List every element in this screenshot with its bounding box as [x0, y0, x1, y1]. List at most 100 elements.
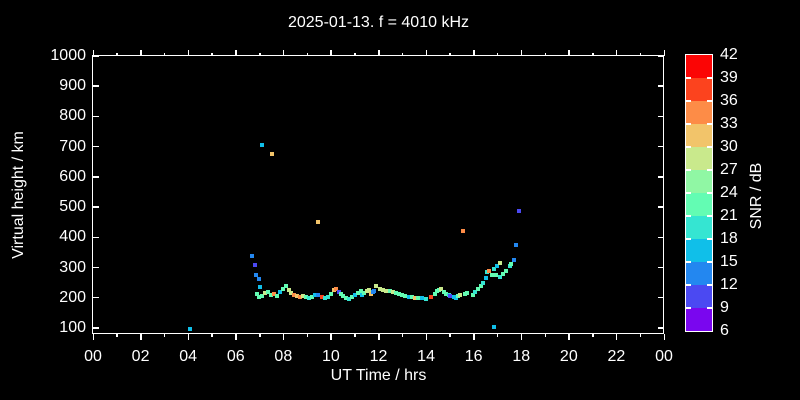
data-point: [297, 294, 302, 299]
data-point: [274, 293, 279, 298]
colorbar-tick-label: 27: [720, 161, 738, 178]
data-point: [441, 289, 446, 294]
data-point: [307, 296, 312, 301]
y-axis-tick: [658, 296, 664, 299]
data-point: [517, 209, 522, 213]
colorbar-segment: [686, 170, 712, 193]
colorbar-tick-label: 30: [720, 138, 738, 155]
x-tick-label: 08: [274, 348, 293, 365]
data-point: [460, 228, 465, 233]
colorbar-tick: [686, 123, 691, 125]
chart-title: 2025-01-13. f = 4010 kHz: [287, 14, 469, 31]
x-axis-tick: [259, 334, 261, 337]
x-tick-label: 18: [512, 348, 531, 365]
y-tick-label: 700: [59, 137, 86, 155]
x-axis-tick: [282, 334, 285, 340]
colorbar-segment: [686, 239, 712, 262]
data-point: [484, 270, 489, 275]
colorbar-tick: [707, 169, 712, 171]
colorbar-tick-label: 33: [720, 115, 738, 132]
x-axis-tick: [496, 53, 499, 56]
colorbar-tick: [686, 169, 691, 171]
data-point: [294, 293, 299, 298]
y-axis-tick: [93, 206, 99, 208]
data-point: [387, 288, 392, 293]
data-point: [444, 291, 449, 296]
y-tick-label: 200: [59, 288, 86, 306]
data-point: [287, 287, 292, 292]
colorbar-tick: [686, 215, 691, 217]
data-point: [454, 296, 459, 301]
y-axis-tick: [93, 296, 99, 299]
x-tick-label: 16: [464, 348, 483, 365]
data-point: [366, 287, 371, 292]
x-axis-tick: [187, 50, 190, 56]
x-axis-tick: [401, 53, 404, 56]
data-point: [258, 284, 263, 289]
data-point: [268, 293, 273, 298]
x-axis-tick: [140, 50, 142, 56]
data-point: [316, 293, 321, 298]
x-axis-tick: [330, 50, 332, 56]
x-axis-tick: [592, 53, 594, 56]
data-point: [451, 294, 456, 299]
colorbar-segment: [686, 216, 712, 239]
data-point: [281, 286, 286, 291]
y-tick-label: 100: [59, 318, 86, 336]
y-axis-tick: [658, 55, 664, 57]
data-point: [492, 267, 497, 272]
data-point: [278, 289, 282, 294]
data-point: [253, 263, 258, 268]
x-axis-tick: [639, 53, 642, 56]
y-tick-label: 1000: [50, 47, 86, 64]
colorbar-segment: [686, 193, 712, 216]
x-axis-tick: [92, 334, 94, 340]
data-point: [257, 294, 262, 299]
data-point: [508, 264, 513, 268]
colorbar-tick-label: 18: [720, 230, 738, 247]
x-axis-title: UT Time / hrs: [330, 367, 427, 384]
y-tick-label: 800: [59, 107, 86, 125]
data-point: [391, 289, 395, 294]
x-tick-label: 22: [607, 348, 626, 365]
x-axis-tick: [639, 334, 642, 337]
data-point: [352, 293, 357, 298]
x-axis-tick: [163, 334, 166, 337]
y-axis-tick: [658, 266, 664, 269]
data-point: [489, 273, 494, 278]
data-point: [272, 291, 277, 296]
data-point: [301, 293, 306, 298]
data-point: [381, 287, 386, 292]
data-point: [514, 243, 519, 248]
data-point: [447, 293, 452, 298]
y-axis-tick: [658, 176, 664, 178]
data-point: [359, 288, 364, 293]
x-axis-tick: [544, 53, 547, 56]
data-point: [436, 287, 441, 292]
x-axis-tick: [211, 334, 213, 337]
y-tick-label: 300: [59, 258, 86, 276]
plot-area-frame: [92, 55, 664, 334]
data-point: [188, 326, 193, 331]
colorbar-tick: [686, 238, 691, 240]
data-point: [371, 288, 376, 293]
colorbar-tick-label: 42: [720, 46, 738, 63]
colorbar-tick: [707, 146, 712, 148]
data-point: [393, 290, 398, 295]
colorbar-segment: [686, 78, 712, 101]
data-point: [356, 290, 361, 295]
x-axis-tick: [354, 53, 356, 56]
x-tick-label: 20: [559, 348, 578, 365]
x-tick-label: 10: [322, 348, 340, 365]
x-axis-tick: [140, 334, 142, 340]
colorbar-segment: [686, 101, 712, 124]
data-point: [360, 293, 365, 298]
x-axis-tick: [354, 334, 356, 337]
colorbar-tick: [686, 261, 691, 263]
x-tick-label: 02: [131, 348, 150, 365]
data-point: [487, 268, 492, 273]
x-tick-label: 12: [369, 348, 388, 365]
y-axis-tick: [93, 266, 99, 269]
y-axis-tick: [93, 145, 99, 148]
colorbar-tick: [686, 192, 691, 194]
